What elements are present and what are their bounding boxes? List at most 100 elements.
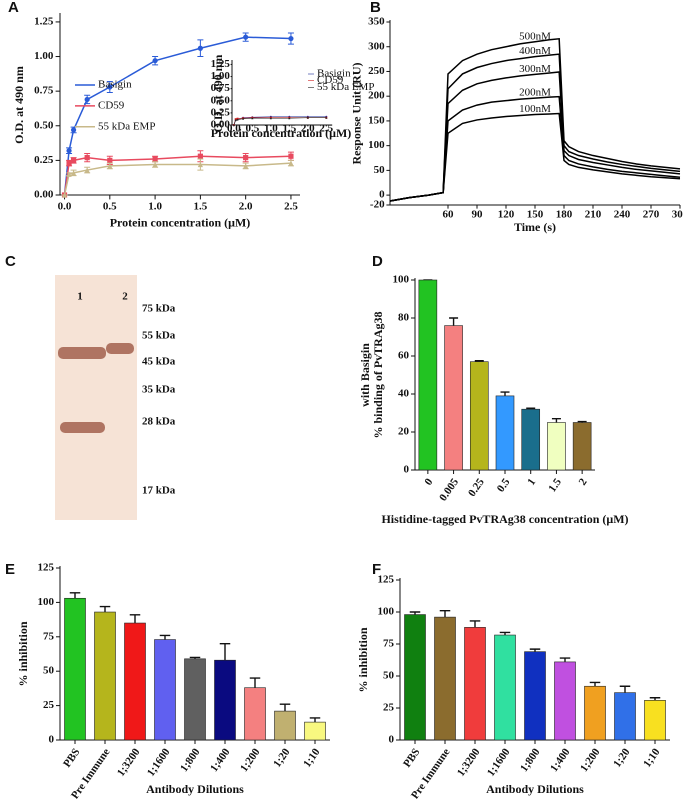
x-tick-label: 1;800 <box>178 746 203 774</box>
bar <box>469 361 489 471</box>
x-tick-label: 1.5 <box>194 201 208 213</box>
marker-label: 45 kDa <box>142 356 176 368</box>
bar <box>64 597 86 741</box>
error-bar <box>439 610 451 618</box>
bar <box>274 710 296 741</box>
y-tick-label: 50 <box>43 665 55 677</box>
y-tick-label: 50 <box>374 164 386 176</box>
y-tick-label: 50 <box>383 670 395 682</box>
bar <box>124 622 146 741</box>
x-tick-label: 2.5 <box>319 122 333 134</box>
y-tick-label: -20 <box>370 199 385 211</box>
x-axis-label: Antibody Dilutions <box>146 782 244 796</box>
point <box>70 127 77 133</box>
point <box>197 161 203 168</box>
panel-letter: A <box>8 0 19 16</box>
point <box>107 84 113 90</box>
point <box>288 153 294 159</box>
y-tick-label: 100 <box>378 606 395 618</box>
y-tick-label: 125 <box>378 574 395 586</box>
x-tick-label: 0.005 <box>437 476 461 504</box>
x-tick-label: 1;3200 <box>455 746 483 779</box>
curve-label: 300nM <box>519 63 551 75</box>
error-bar <box>499 631 511 636</box>
x-tick-label: 270 <box>643 208 660 220</box>
y-tick-label: 100 <box>38 596 55 608</box>
x-tick-label: 1;10 <box>301 746 323 770</box>
y-tick-label: 100 <box>368 139 385 151</box>
point <box>243 155 249 161</box>
point <box>197 45 203 51</box>
x-tick-label: 0.5 <box>245 122 259 134</box>
x-tick-label: 0.0 <box>58 201 72 213</box>
x-axis-label: Antibody Dilutions <box>486 782 584 796</box>
x-tick-label: 0.5 <box>103 201 117 213</box>
point <box>84 155 90 161</box>
y-tick-label: 300 <box>368 40 385 52</box>
point <box>251 117 254 120</box>
x-tick-label: 0.0 <box>227 122 241 134</box>
y-axis-label: % inhibition <box>356 627 370 692</box>
x-tick-label: 1.5 <box>282 122 296 134</box>
bar <box>584 685 606 741</box>
panel-letter: F <box>372 561 381 578</box>
y-tick-label: 1.00 <box>211 70 231 82</box>
y-tick-label: 0.75 <box>34 85 54 97</box>
y-tick-label: 0.25 <box>211 106 231 118</box>
y-tick-label: 0 <box>49 734 55 746</box>
y-tick-label: 75 <box>43 630 55 642</box>
point <box>236 118 239 121</box>
point <box>325 116 328 119</box>
bar <box>464 627 486 741</box>
bar <box>444 325 463 471</box>
x-axis-label: Protein concentration (μM) <box>110 215 251 229</box>
y-tick-label: 0.25 <box>34 154 54 166</box>
marker-label: 28 kDa <box>142 416 176 428</box>
x-axis-label: Time (s) <box>514 220 556 234</box>
band <box>58 347 106 359</box>
y-tick-label: 25 <box>43 699 55 711</box>
point <box>288 117 291 120</box>
point <box>152 156 158 162</box>
point <box>269 117 272 120</box>
x-tick-label: 1;400 <box>548 746 573 774</box>
x-tick-label: 0 <box>422 476 435 488</box>
point <box>288 160 294 166</box>
y-axis-label: % inhibition <box>16 621 30 686</box>
y-tick-label: 350 <box>368 16 385 28</box>
lane-label: 2 <box>122 291 128 303</box>
point <box>70 157 77 163</box>
point <box>243 163 249 169</box>
x-axis-label: Protein concentration (μM) <box>211 126 352 140</box>
x-tick-label: PBS <box>61 746 82 769</box>
x-tick-label: 1;200 <box>238 746 263 774</box>
point <box>66 171 72 177</box>
y-tick-label: 60 <box>398 350 410 362</box>
x-tick-label: 0.25 <box>466 476 487 499</box>
x-tick-label: 2.0 <box>239 201 253 213</box>
y-tick-label: 200 <box>368 90 385 102</box>
y-axis-label: O.D. at 490 nm <box>12 66 26 144</box>
error-bar <box>469 620 481 628</box>
series-line <box>63 162 291 196</box>
bar <box>434 616 456 741</box>
x-tick-label: 2.5 <box>284 201 298 213</box>
y-tick-label: 1.25 <box>34 15 54 27</box>
x-tick-label: 1;1600 <box>145 746 173 779</box>
x-tick-label: 1;800 <box>518 746 543 774</box>
point <box>66 148 72 154</box>
y-axis-label: with Basigin <box>358 343 372 407</box>
y-tick-label: 80 <box>398 312 410 324</box>
bar <box>521 408 541 471</box>
membrane <box>55 275 137 520</box>
point <box>242 117 245 120</box>
bar <box>495 395 515 471</box>
error-bar <box>500 391 510 396</box>
bar <box>547 422 566 471</box>
y-axis-label: % binding of PvTRAg38 <box>371 311 385 438</box>
bar <box>524 651 546 741</box>
panel-letter: C <box>5 253 16 270</box>
x-tick-label: 240 <box>614 208 631 220</box>
y-tick-label: 150 <box>368 114 385 126</box>
